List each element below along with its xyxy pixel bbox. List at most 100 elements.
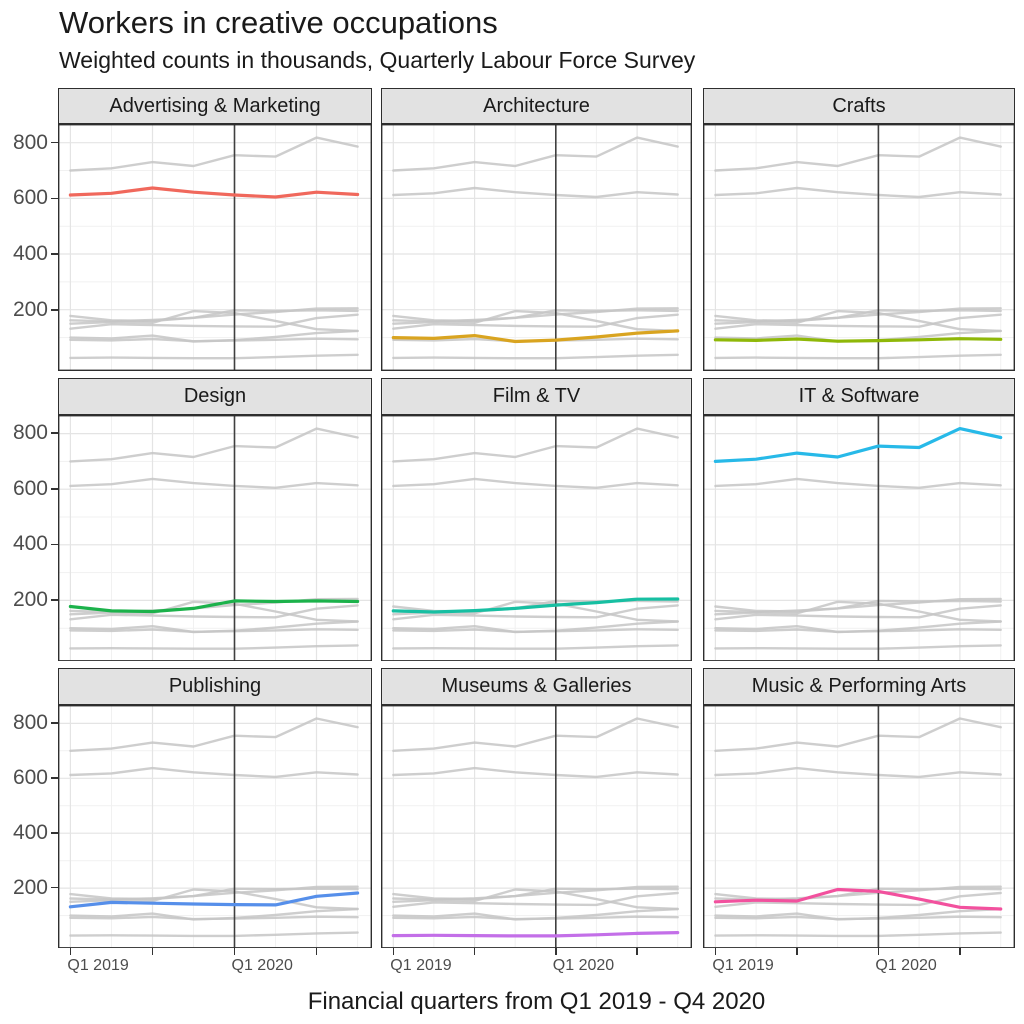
facet-panel-svg (381, 704, 692, 948)
x-tick-label: Q1 2020 (875, 957, 937, 974)
x-tick-label: Q1 2020 (552, 957, 615, 974)
facet-strip-label: Design (183, 384, 247, 407)
facet-strip: Crafts (703, 88, 1015, 124)
background-series-line (392, 313, 679, 330)
background-series-line (714, 353, 1002, 360)
background-series-line (392, 891, 679, 908)
background-series-line (714, 600, 1002, 623)
background-series-line (392, 309, 679, 333)
y-axis-tick (51, 488, 58, 490)
background-series-line (69, 477, 359, 489)
facet-strip-label: Advertising & Marketing (109, 94, 321, 117)
highlight-series-line (68, 890, 360, 908)
y-tick-label: 200 (12, 587, 48, 611)
background-series-line (392, 426, 679, 463)
y-axis-tick (51, 309, 58, 311)
facet-panel-svg (58, 124, 372, 371)
panel-border (381, 704, 692, 948)
background-series-line (69, 643, 359, 650)
background-series-line (714, 766, 1002, 778)
background-series-line (69, 603, 359, 621)
background-series-line (714, 643, 1002, 650)
background-series-line (714, 627, 1002, 633)
y-axis-tick (51, 253, 58, 255)
y-tick-label: 200 (12, 297, 48, 321)
y-tick-label: 600 (12, 765, 48, 789)
facet-strip-label: Film & TV (492, 384, 581, 407)
x-axis-tick (714, 948, 717, 955)
background-series-line (392, 353, 679, 360)
panel-border (58, 704, 372, 948)
background-series-line (392, 887, 679, 910)
panel-border (58, 124, 372, 371)
background-series-line (69, 627, 359, 633)
highlight-series-line (391, 596, 680, 614)
x-axis-title: Financial quarters from Q1 2019 - Q4 202… (307, 988, 766, 1015)
facet-panel-svg (58, 414, 372, 661)
x-axis-tick (233, 948, 236, 955)
facet-strip: Film & TV (381, 378, 692, 415)
facet-strip: Museums & Galleries (381, 668, 692, 705)
x-axis-tick (69, 948, 72, 955)
background-series-line (714, 891, 1002, 908)
background-series-line (392, 627, 679, 633)
highlight-series-line (713, 426, 1003, 463)
background-series-line (392, 914, 679, 920)
facet-panel-svg (703, 704, 1015, 948)
highlight-series-line (713, 337, 1003, 343)
y-tick-label: 600 (12, 186, 48, 210)
y-tick-label: 800 (12, 710, 48, 734)
facet-strip-label: Museums & Galleries (441, 674, 632, 697)
background-series-line (714, 309, 1002, 333)
facet-panel-svg (381, 414, 692, 661)
y-axis-tick (51, 722, 58, 724)
highlight-series-line (68, 186, 360, 199)
background-series-line (69, 337, 359, 343)
background-series-line (69, 136, 359, 172)
facet-panel-svg (703, 414, 1015, 661)
y-tick-label: 400 (12, 820, 48, 844)
background-series-line (392, 603, 679, 621)
facet-strip: IT & Software (703, 378, 1015, 415)
y-tick-label: 400 (12, 532, 48, 556)
background-series-line (69, 766, 359, 778)
facet-strip: Design (58, 378, 372, 415)
background-series-line (392, 477, 679, 489)
facet-strip: Music & Performing Arts (703, 668, 1015, 705)
panel-border (381, 414, 692, 661)
x-axis-tick (796, 948, 798, 955)
background-series-line (714, 186, 1002, 199)
background-series-line (69, 426, 359, 463)
x-axis-tick (151, 948, 154, 955)
background-series-line (714, 313, 1002, 330)
y-tick-label: 600 (12, 476, 48, 500)
x-axis-tick (959, 948, 961, 955)
background-series-line (714, 930, 1002, 937)
y-tick-label: 800 (12, 130, 48, 154)
x-axis-tick (555, 948, 557, 955)
background-series-line (69, 716, 359, 752)
y-axis-tick (51, 543, 58, 545)
facet-strip: Advertising & Marketing (58, 88, 372, 124)
facet-strip-label: IT & Software (798, 384, 920, 407)
background-series-line (392, 766, 679, 778)
background-series-line (714, 914, 1002, 920)
y-axis-tick (51, 777, 58, 779)
facet-panel-svg (381, 124, 692, 371)
background-series-line (69, 353, 359, 360)
y-axis-tick (51, 432, 58, 434)
highlight-series-line (391, 329, 680, 344)
background-series-line (392, 716, 679, 752)
y-axis-tick (51, 832, 58, 834)
y-axis-tick (51, 141, 58, 144)
x-axis-tick (315, 948, 318, 955)
background-series-line (714, 603, 1002, 621)
panel-border (703, 704, 1015, 948)
panel-border (381, 124, 692, 371)
panel-border (703, 414, 1015, 661)
y-tick-label: 400 (12, 242, 48, 265)
facet-panel-svg (58, 704, 372, 948)
background-series-line (392, 643, 679, 650)
background-series-line (69, 313, 359, 330)
